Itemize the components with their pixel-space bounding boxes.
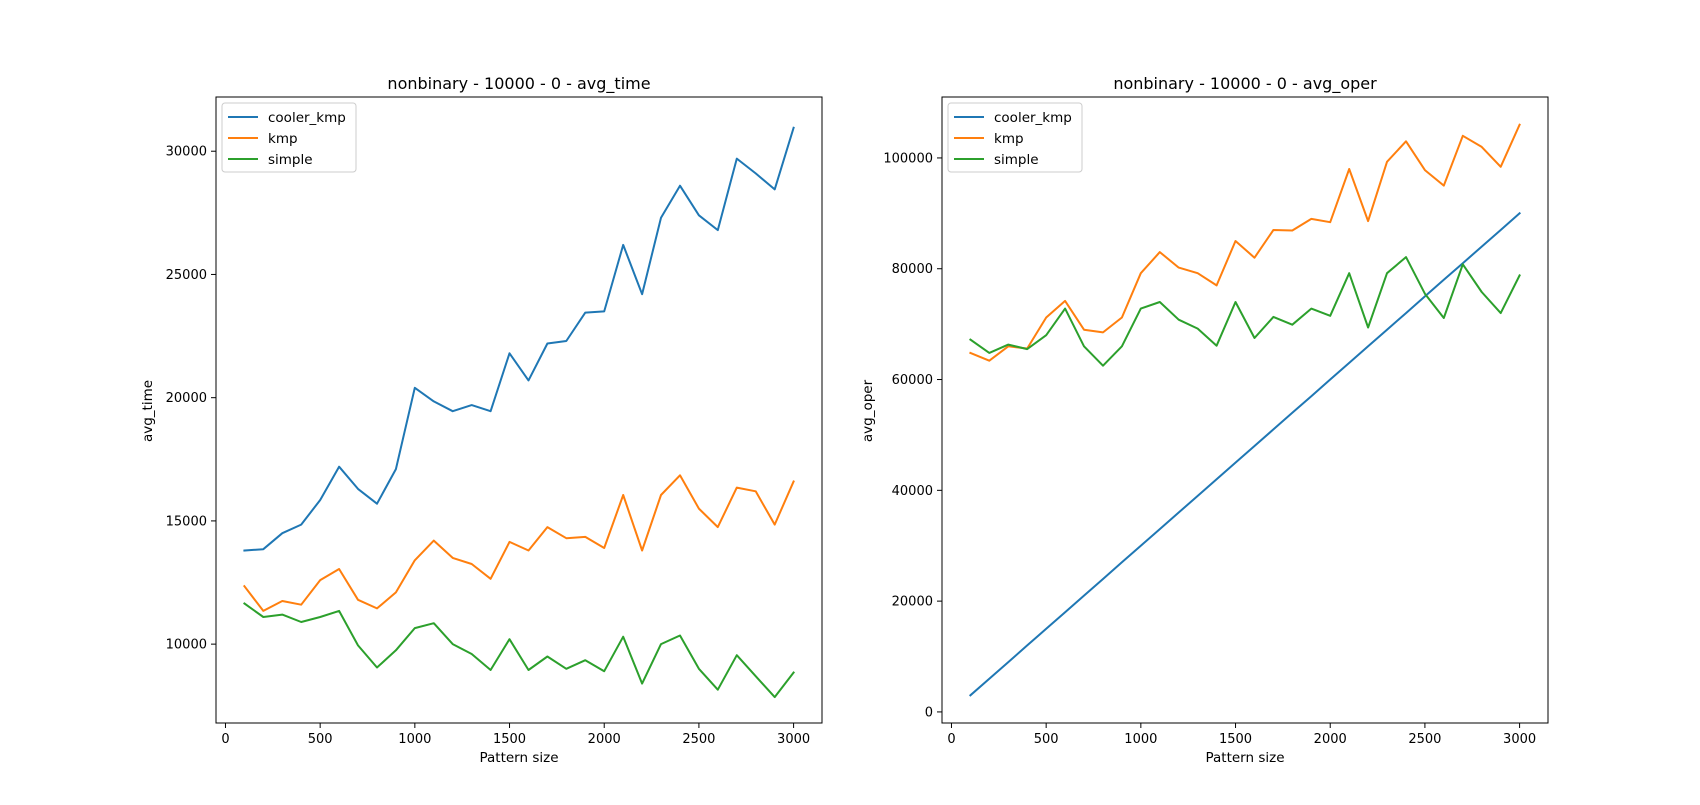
legend-label-simple: simple	[268, 152, 313, 168]
y-tick-label: 20000	[892, 595, 933, 610]
x-tick-label: 2000	[588, 732, 621, 747]
y-tick-label: 100000	[883, 151, 933, 166]
x-axis-label: Pattern size	[479, 750, 558, 766]
axis-ticks: 0 500 1000 1500 2000 2500 3000 0 20000 40000 60000…	[883, 151, 1536, 747]
series-line-kmp	[242, 474, 795, 612]
series-lines	[242, 126, 796, 699]
legend-label-kmp: kmp	[268, 131, 298, 147]
legend: cooler_kmp kmp simple	[221, 102, 357, 173]
y-tick-label: 15000	[166, 514, 207, 529]
x-tick-label: 0	[221, 732, 229, 747]
legend-label-simple: simple	[994, 152, 1039, 168]
series-line-kmp	[969, 123, 1521, 362]
x-tick-label: 0	[947, 732, 955, 747]
series-line-cooler-kmp	[968, 211, 1522, 697]
chart-title: nonbinary - 10000 - 0 - avg_time	[387, 74, 650, 94]
y-tick-label: 10000	[166, 638, 207, 653]
y-tick-label: 40000	[892, 484, 933, 499]
legend-box	[221, 102, 357, 173]
legend-label-cooler-kmp: cooler_kmp	[994, 110, 1072, 126]
chart-title: nonbinary - 10000 - 0 - avg_oper	[1113, 74, 1377, 94]
avg-oper-chart: nonbinary - 10000 - 0 - avg_oper Pattern…	[860, 74, 1549, 766]
y-axis-label: avg_oper	[860, 379, 876, 442]
legend: cooler_kmp kmp simple	[947, 102, 1083, 173]
x-tick-label: 2500	[1408, 732, 1441, 747]
legend-label-cooler-kmp: cooler_kmp	[268, 110, 346, 126]
x-tick-label: 500	[308, 732, 333, 747]
y-tick-label: 20000	[166, 391, 207, 406]
x-tick-label: 2500	[682, 732, 715, 747]
y-tick-label: 25000	[166, 268, 207, 283]
x-tick-label: 1000	[398, 732, 431, 747]
legend-box	[947, 102, 1083, 173]
x-tick-label: 3000	[777, 732, 810, 747]
series-lines	[968, 123, 1522, 697]
y-tick-label: 60000	[892, 373, 933, 388]
x-tick-label: 3000	[1503, 732, 1536, 747]
avg-time-chart: nonbinary - 10000 - 0 - avg_time Pattern…	[140, 74, 823, 766]
x-tick-label: 1000	[1124, 732, 1157, 747]
legend-label-kmp: kmp	[994, 131, 1024, 147]
plot-frame	[215, 96, 823, 724]
y-tick-label: 80000	[892, 262, 933, 277]
axis-ticks: 0 500 1000 1500 2000 2500 3000 10000 15000 20000 2…	[166, 145, 811, 747]
series-line-simple	[243, 602, 796, 699]
x-axis-label: Pattern size	[1205, 750, 1284, 766]
x-tick-label: 500	[1034, 732, 1059, 747]
series-line-cooler-kmp	[243, 126, 795, 552]
x-tick-label: 1500	[493, 732, 526, 747]
series-line-simple	[969, 256, 1521, 367]
x-tick-label: 2000	[1314, 732, 1347, 747]
y-tick-label: 0	[925, 705, 933, 720]
plot-frame	[941, 96, 1549, 724]
x-tick-label: 1500	[1219, 732, 1252, 747]
y-axis-label: avg_time	[140, 380, 156, 442]
y-tick-label: 30000	[166, 145, 207, 160]
